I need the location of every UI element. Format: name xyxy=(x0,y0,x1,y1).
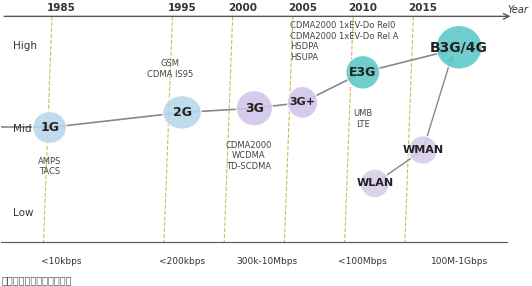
Text: CDMA2000 1xEV-Do Rel0
CDMA2000 1xEV-Do Rel A
HSDPA
HSUPA: CDMA2000 1xEV-Do Rel0 CDMA2000 1xEV-Do R… xyxy=(290,21,399,61)
Text: 2015: 2015 xyxy=(409,3,437,13)
Text: High: High xyxy=(13,41,37,51)
Text: 3G+: 3G+ xyxy=(289,98,315,108)
Text: 2000: 2000 xyxy=(228,3,257,13)
Ellipse shape xyxy=(163,96,201,129)
Text: 2005: 2005 xyxy=(288,3,317,13)
Text: E3G: E3G xyxy=(349,66,377,79)
Text: Mid: Mid xyxy=(13,124,32,134)
Text: GSM
CDMA IS95: GSM CDMA IS95 xyxy=(147,59,193,79)
Text: <10kbps: <10kbps xyxy=(41,257,82,266)
Text: WLAN: WLAN xyxy=(356,178,393,188)
Text: 1995: 1995 xyxy=(168,3,196,13)
Text: Low: Low xyxy=(13,208,34,218)
Text: 2G: 2G xyxy=(172,106,192,119)
Text: <200kbps: <200kbps xyxy=(159,257,205,266)
Ellipse shape xyxy=(346,55,380,89)
Text: CDMA2000
WCDMA
TD-SCDMA: CDMA2000 WCDMA TD-SCDMA xyxy=(225,141,271,171)
Text: 3G: 3G xyxy=(245,102,264,115)
Text: WMAN: WMAN xyxy=(402,145,444,155)
Ellipse shape xyxy=(236,91,272,126)
Text: UMB
LTE: UMB LTE xyxy=(353,110,372,129)
Ellipse shape xyxy=(436,25,482,69)
Text: 300k-10Mbps: 300k-10Mbps xyxy=(236,257,297,266)
Text: AMPS
TACS: AMPS TACS xyxy=(38,157,61,176)
Text: Year: Year xyxy=(508,5,528,15)
Text: B3G/4G: B3G/4G xyxy=(430,40,488,54)
Text: 1985: 1985 xyxy=(47,3,76,13)
Ellipse shape xyxy=(32,112,66,143)
Text: <100Mbps: <100Mbps xyxy=(338,257,387,266)
Text: 1G: 1G xyxy=(40,121,59,134)
Ellipse shape xyxy=(360,169,389,198)
Text: 2010: 2010 xyxy=(348,3,377,13)
Ellipse shape xyxy=(409,136,437,164)
Text: 资料来源：中国信息产业网: 资料来源：中国信息产业网 xyxy=(2,275,72,285)
Ellipse shape xyxy=(287,87,318,118)
Text: 100M-1Gbps: 100M-1Gbps xyxy=(430,257,488,266)
